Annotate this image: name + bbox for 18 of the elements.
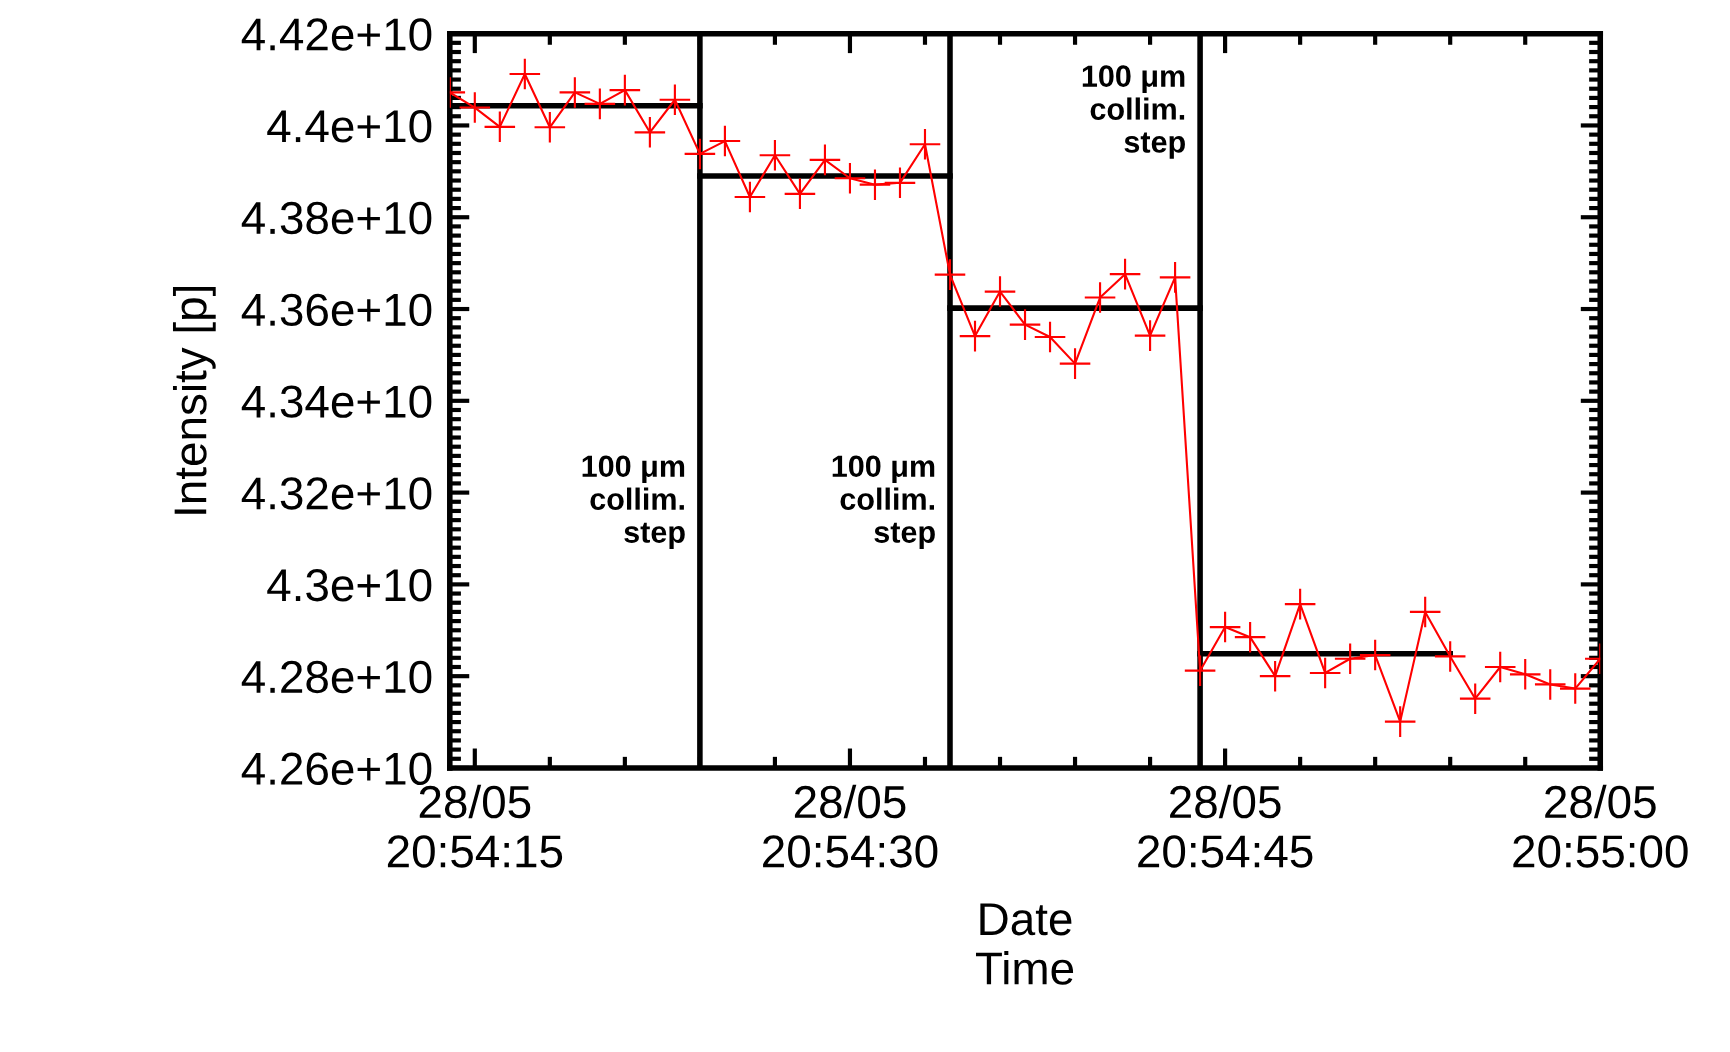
y-tick-label: 4.26e+10: [241, 752, 432, 786]
y-tick-label: 4.38e+10: [241, 201, 432, 235]
y-tick-label: 4.28e+10: [241, 660, 432, 694]
x-tick-label: 28/05 20:54:15: [387, 784, 563, 868]
y-tick-label: 4.3e+10: [267, 568, 432, 602]
y-axis-title: Intensity [p]: [172, 286, 216, 514]
x-axis-title: Date Time: [975, 903, 1074, 985]
annotation: 100 μm collim. step: [582, 455, 685, 549]
x-tick-label: 28/05 20:54:45: [1138, 784, 1313, 868]
x-tick-label: 28/05 20:54:30: [763, 784, 938, 868]
annotation: 100 μm collim. step: [832, 455, 935, 549]
y-tick-label: 4.42e+10: [241, 18, 432, 51]
annotation: 100 μm collim. step: [1082, 65, 1185, 159]
y-tick-label: 4.34e+10: [241, 385, 432, 418]
y-tick-label: 4.36e+10: [241, 293, 432, 327]
y-tick-label: 4.32e+10: [241, 477, 432, 510]
x-tick-label: 28/05 20:55:00: [1513, 784, 1688, 868]
y-tick-label: 4.4e+10: [267, 110, 432, 143]
